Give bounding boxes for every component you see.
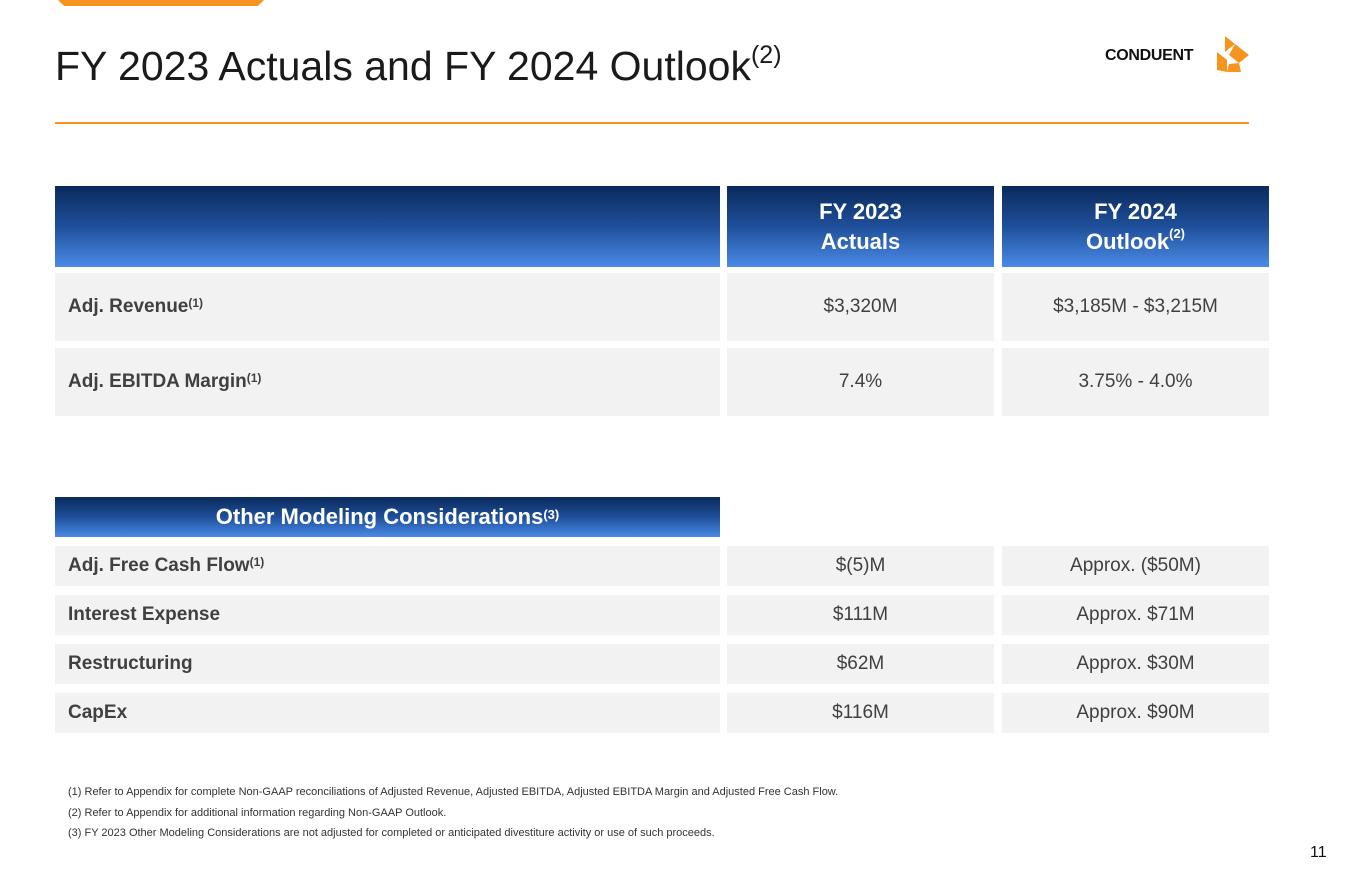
row-label-capex: CapEx (55, 693, 720, 733)
col-header-fy2024-line1: FY 2024 (1094, 198, 1177, 224)
footnotes: (1) Refer to Appendix for complete Non-G… (68, 782, 838, 844)
logo-wordmark: CONDUENT (1105, 47, 1194, 64)
top-accent-tab (58, 0, 264, 6)
cell-adj-free-cash-flow-fy2023: $(5)M (727, 546, 994, 586)
row-label-adj-free-cash-flow: Adj. Free Cash Flow (1) (55, 546, 720, 586)
footnote-2: (2) Refer to Appendix for additional inf… (68, 806, 447, 819)
cell-adj-revenue-fy2024: $3,185M - $3,215M (1002, 273, 1269, 341)
cell-adj-free-cash-flow-fy2024: Approx. ($50M) (1002, 546, 1269, 586)
col-header-fy2023: FY 2023 Actuals (727, 186, 994, 267)
col-header-fy2024-line2: Outlook(2) (1086, 225, 1185, 254)
footnote-3: (3) FY 2023 Other Modeling Consideration… (68, 827, 715, 839)
conduent-logo: CONDUENT (1105, 34, 1251, 74)
footnote-1: (1) Refer to Appendix for complete Non-G… (68, 786, 839, 798)
cell-restructuring-fy2023: $62M (727, 644, 994, 684)
conduent-mark-icon (1217, 36, 1249, 72)
row-label-adj-revenue: Adj. Revenue (1) (55, 273, 720, 341)
row-label-interest-expense: Interest Expense (55, 595, 720, 635)
col-header-fy2023-line2: Actuals (820, 228, 901, 254)
page-number: 11 (1310, 844, 1327, 861)
title-divider (55, 122, 1249, 124)
other-considerations-header: Other Modeling Considerations (3) (55, 497, 720, 537)
col-header-fy2023-line1: FY 2023 (819, 198, 902, 224)
cell-capex-fy2024: Approx. $90M (1002, 693, 1269, 733)
cell-adj-ebitda-margin-fy2024: 3.75% - 4.0% (1002, 348, 1269, 416)
cell-adj-ebitda-margin-fy2023: 7.4% (727, 348, 994, 416)
page-title: FY 2023 Actuals and FY 2024 Outlook(2) (55, 41, 782, 89)
col-header-fy2024: FY 2024 Outlook(2) (1002, 186, 1269, 267)
cell-capex-fy2023: $116M (727, 693, 994, 733)
row-label-restructuring: Restructuring (55, 644, 720, 684)
page-title-text: FY 2023 Actuals and FY 2024 Outlook (55, 43, 751, 89)
cell-restructuring-fy2024: Approx. $30M (1002, 644, 1269, 684)
row-label-adj-ebitda-margin: Adj. EBITDA Margin (1) (55, 348, 720, 416)
main-table-header-blank (55, 186, 720, 267)
page-title-footnote-ref: (2) (750, 41, 782, 69)
cell-interest-expense-fy2024: Approx. $71M (1002, 595, 1269, 635)
cell-interest-expense-fy2023: $111M (727, 595, 994, 635)
cell-adj-revenue-fy2023: $3,320M (727, 273, 994, 341)
